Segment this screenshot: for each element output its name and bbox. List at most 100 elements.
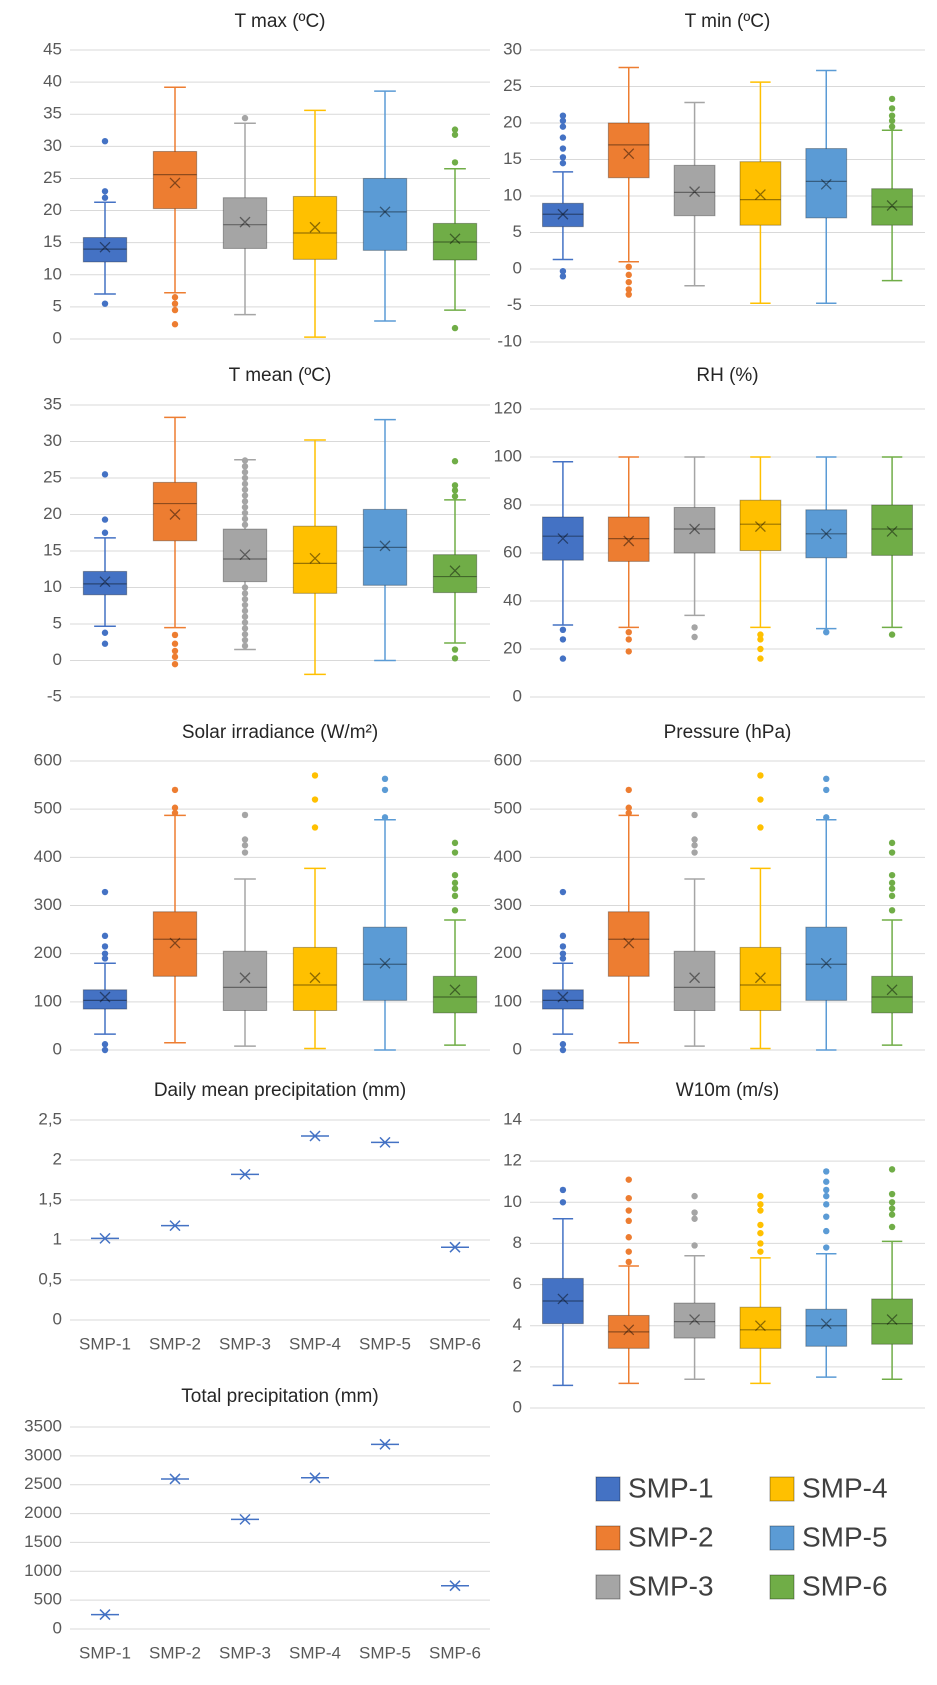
y-tick-label: 60 <box>503 542 522 561</box>
y-tick-label: 30 <box>43 431 62 450</box>
y-tick-label: -5 <box>507 295 522 314</box>
box <box>542 516 584 561</box>
outlier <box>559 932 567 940</box>
outlier <box>888 95 896 103</box>
outlier <box>101 932 109 940</box>
mean-marker <box>449 233 461 245</box>
outlier <box>171 300 179 307</box>
outlier <box>101 1046 109 1054</box>
y-tick-label: 10 <box>503 1192 522 1211</box>
outlier <box>888 1211 896 1218</box>
mean-marker <box>689 1314 701 1325</box>
outlier <box>451 131 459 138</box>
outlier <box>451 458 459 465</box>
x-tick-label: SMP-6 <box>429 1643 481 1662</box>
y-tick-label: 0 <box>513 1397 522 1416</box>
whisker-low <box>374 250 396 322</box>
mean-marker <box>886 1314 898 1325</box>
whisker-low <box>816 557 837 630</box>
legend-label: SMP-4 <box>802 1472 888 1503</box>
outlier <box>625 1234 632 1241</box>
chart-title: Solar irradiance (W/m²) <box>182 722 378 743</box>
outlier <box>381 786 389 794</box>
whisker-low <box>881 225 903 282</box>
outlier <box>241 492 249 499</box>
outlier <box>381 814 389 821</box>
chart-title: Daily mean precipitation (mm) <box>154 1080 406 1101</box>
box <box>362 926 408 1001</box>
mean-marker <box>449 565 461 577</box>
box <box>607 122 650 179</box>
outlier <box>101 471 109 478</box>
outlier <box>241 509 249 517</box>
y-tick-label: 30 <box>503 39 522 58</box>
outlier <box>691 836 698 843</box>
whisker-high <box>618 66 639 123</box>
outlier <box>171 804 179 811</box>
y-tick-label: 200 <box>34 943 62 962</box>
whisker-low <box>234 248 256 316</box>
outlier <box>241 457 249 464</box>
whisker-low <box>94 1009 116 1035</box>
y-tick-label: 400 <box>494 847 522 866</box>
outlier <box>625 271 632 279</box>
y-tick-label: 100 <box>494 991 522 1010</box>
mean-marker <box>239 549 251 561</box>
x-tick-label: SMP-5 <box>359 1643 411 1662</box>
whisker-low <box>750 550 771 629</box>
outlier <box>241 842 249 849</box>
outlier <box>559 955 567 962</box>
outlier <box>101 888 109 896</box>
outlier <box>823 1192 830 1200</box>
whisker-high <box>94 537 116 572</box>
outlier <box>241 631 249 638</box>
whisker-low <box>684 1010 705 1047</box>
box <box>82 989 128 1010</box>
point-marker <box>441 1580 469 1592</box>
outlier <box>757 1201 764 1208</box>
mean-marker <box>99 241 111 253</box>
whisker-low <box>881 555 903 629</box>
outlier <box>888 885 896 892</box>
outlier <box>888 871 896 879</box>
outlier <box>757 655 764 662</box>
chart-title: Total precipitation (mm) <box>181 1386 378 1407</box>
outlier <box>171 653 179 661</box>
outlier <box>241 515 249 523</box>
outlier <box>757 631 764 638</box>
whisker-high <box>684 456 705 508</box>
outlier <box>559 1186 567 1194</box>
box <box>82 237 128 263</box>
outlier <box>241 498 249 505</box>
mean-marker <box>557 533 569 545</box>
y-tick-label: 15 <box>43 540 62 559</box>
outlier <box>757 1248 764 1255</box>
outlier <box>823 814 830 821</box>
y-tick-label: 3500 <box>24 1416 62 1435</box>
whisker-low <box>750 1348 771 1385</box>
outlier <box>311 772 319 779</box>
outlier <box>823 1213 830 1220</box>
y-tick-label: 1500 <box>24 1532 62 1551</box>
outlier <box>101 950 109 957</box>
outlier <box>171 660 179 668</box>
y-tick-label: 20 <box>503 112 522 131</box>
legend-swatch <box>769 1476 795 1502</box>
whisker-low <box>164 976 186 1044</box>
mean-marker <box>557 1293 569 1305</box>
outlier <box>757 796 764 803</box>
whisker-high <box>881 1240 903 1299</box>
box <box>292 195 338 260</box>
y-tick-label: 5 <box>53 613 62 632</box>
y-tick-label: 500 <box>34 799 62 818</box>
outlier <box>241 480 249 488</box>
outlier <box>559 145 567 152</box>
outlier <box>101 516 109 523</box>
box <box>222 950 268 1012</box>
outlier <box>888 117 896 125</box>
mean-marker <box>379 540 391 552</box>
whisker-high <box>552 1217 574 1279</box>
whisker-low <box>816 1000 837 1051</box>
